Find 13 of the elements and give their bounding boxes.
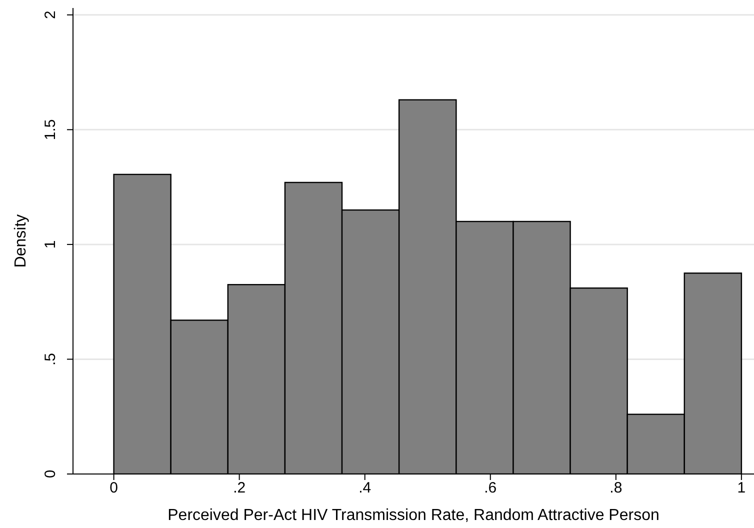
y-tick-label: .5 (42, 352, 59, 366)
x-tick-label: 1 (737, 480, 746, 497)
x-tick-label: .8 (610, 480, 622, 497)
x-tick-label: .2 (233, 480, 246, 497)
y-tick-label: 1 (42, 240, 59, 249)
y-tick-label: 1.5 (42, 119, 59, 140)
y-tick-label: 2 (42, 10, 59, 20)
y-axis-title: Density (12, 214, 30, 268)
x-tick-label: 0 (110, 480, 118, 497)
y-tick-label: 0 (42, 470, 59, 478)
x-tick-label: .6 (484, 480, 497, 497)
x-tick-label: .4 (358, 480, 372, 497)
x-axis-title: Perceived Per-Act HIV Transmission Rate, Random Attractive Person (168, 507, 660, 524)
